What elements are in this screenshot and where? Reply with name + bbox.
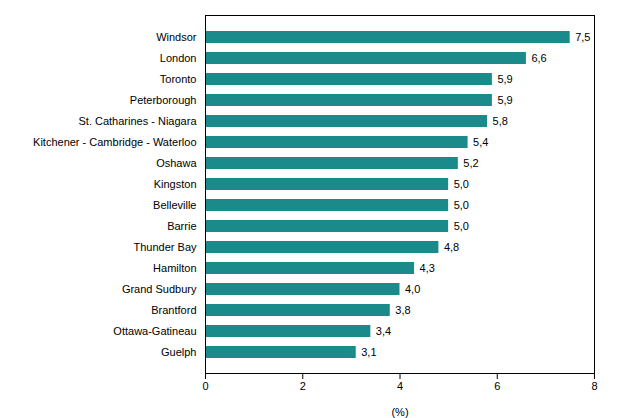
svg-text:Grand Sudbury: Grand Sudbury <box>122 283 197 295</box>
svg-text:Peterborough: Peterborough <box>130 94 197 106</box>
svg-text:6,6: 6,6 <box>531 52 546 64</box>
svg-text:Belleville: Belleville <box>153 199 196 211</box>
svg-text:Windsor: Windsor <box>156 31 197 43</box>
svg-text:5,8: 5,8 <box>493 115 508 127</box>
svg-text:Kitchener - Cambridge - Waterl: Kitchener - Cambridge - Waterloo <box>33 136 196 148</box>
svg-text:3,1: 3,1 <box>361 346 376 358</box>
svg-text:3,4: 3,4 <box>376 325 391 337</box>
svg-text:4,8: 4,8 <box>444 241 459 253</box>
svg-text:Brantford: Brantford <box>151 304 196 316</box>
svg-text:London: London <box>160 52 197 64</box>
svg-text:St. Catharines - Niagara: St. Catharines - Niagara <box>79 115 198 127</box>
svg-text:5,0: 5,0 <box>454 178 469 190</box>
svg-text:(%): (%) <box>391 406 408 418</box>
svg-text:Toronto: Toronto <box>160 73 197 85</box>
svg-text:7,5: 7,5 <box>575 31 590 43</box>
svg-text:8: 8 <box>591 380 597 392</box>
svg-text:Barrie: Barrie <box>167 220 196 232</box>
svg-text:0: 0 <box>202 380 208 392</box>
svg-text:5,2: 5,2 <box>463 157 478 169</box>
svg-text:4,0: 4,0 <box>405 283 420 295</box>
svg-text:5,9: 5,9 <box>497 73 512 85</box>
svg-text:5,4: 5,4 <box>473 136 488 148</box>
svg-text:3,8: 3,8 <box>395 304 410 316</box>
svg-text:Oshawa: Oshawa <box>156 157 197 169</box>
svg-text:5,9: 5,9 <box>497 94 512 106</box>
svg-text:Hamilton: Hamilton <box>153 262 196 274</box>
svg-text:5,0: 5,0 <box>454 220 469 232</box>
svg-text:4,3: 4,3 <box>420 262 435 274</box>
svg-text:4: 4 <box>397 380 403 392</box>
svg-text:Kingston: Kingston <box>154 178 197 190</box>
svg-text:6: 6 <box>494 380 500 392</box>
svg-text:5,0: 5,0 <box>454 199 469 211</box>
svg-text:2: 2 <box>300 380 306 392</box>
svg-text:Thunder Bay: Thunder Bay <box>134 241 197 253</box>
svg-text:Guelph: Guelph <box>161 346 196 358</box>
svg-text:Ottawa-Gatineau: Ottawa-Gatineau <box>113 325 196 337</box>
